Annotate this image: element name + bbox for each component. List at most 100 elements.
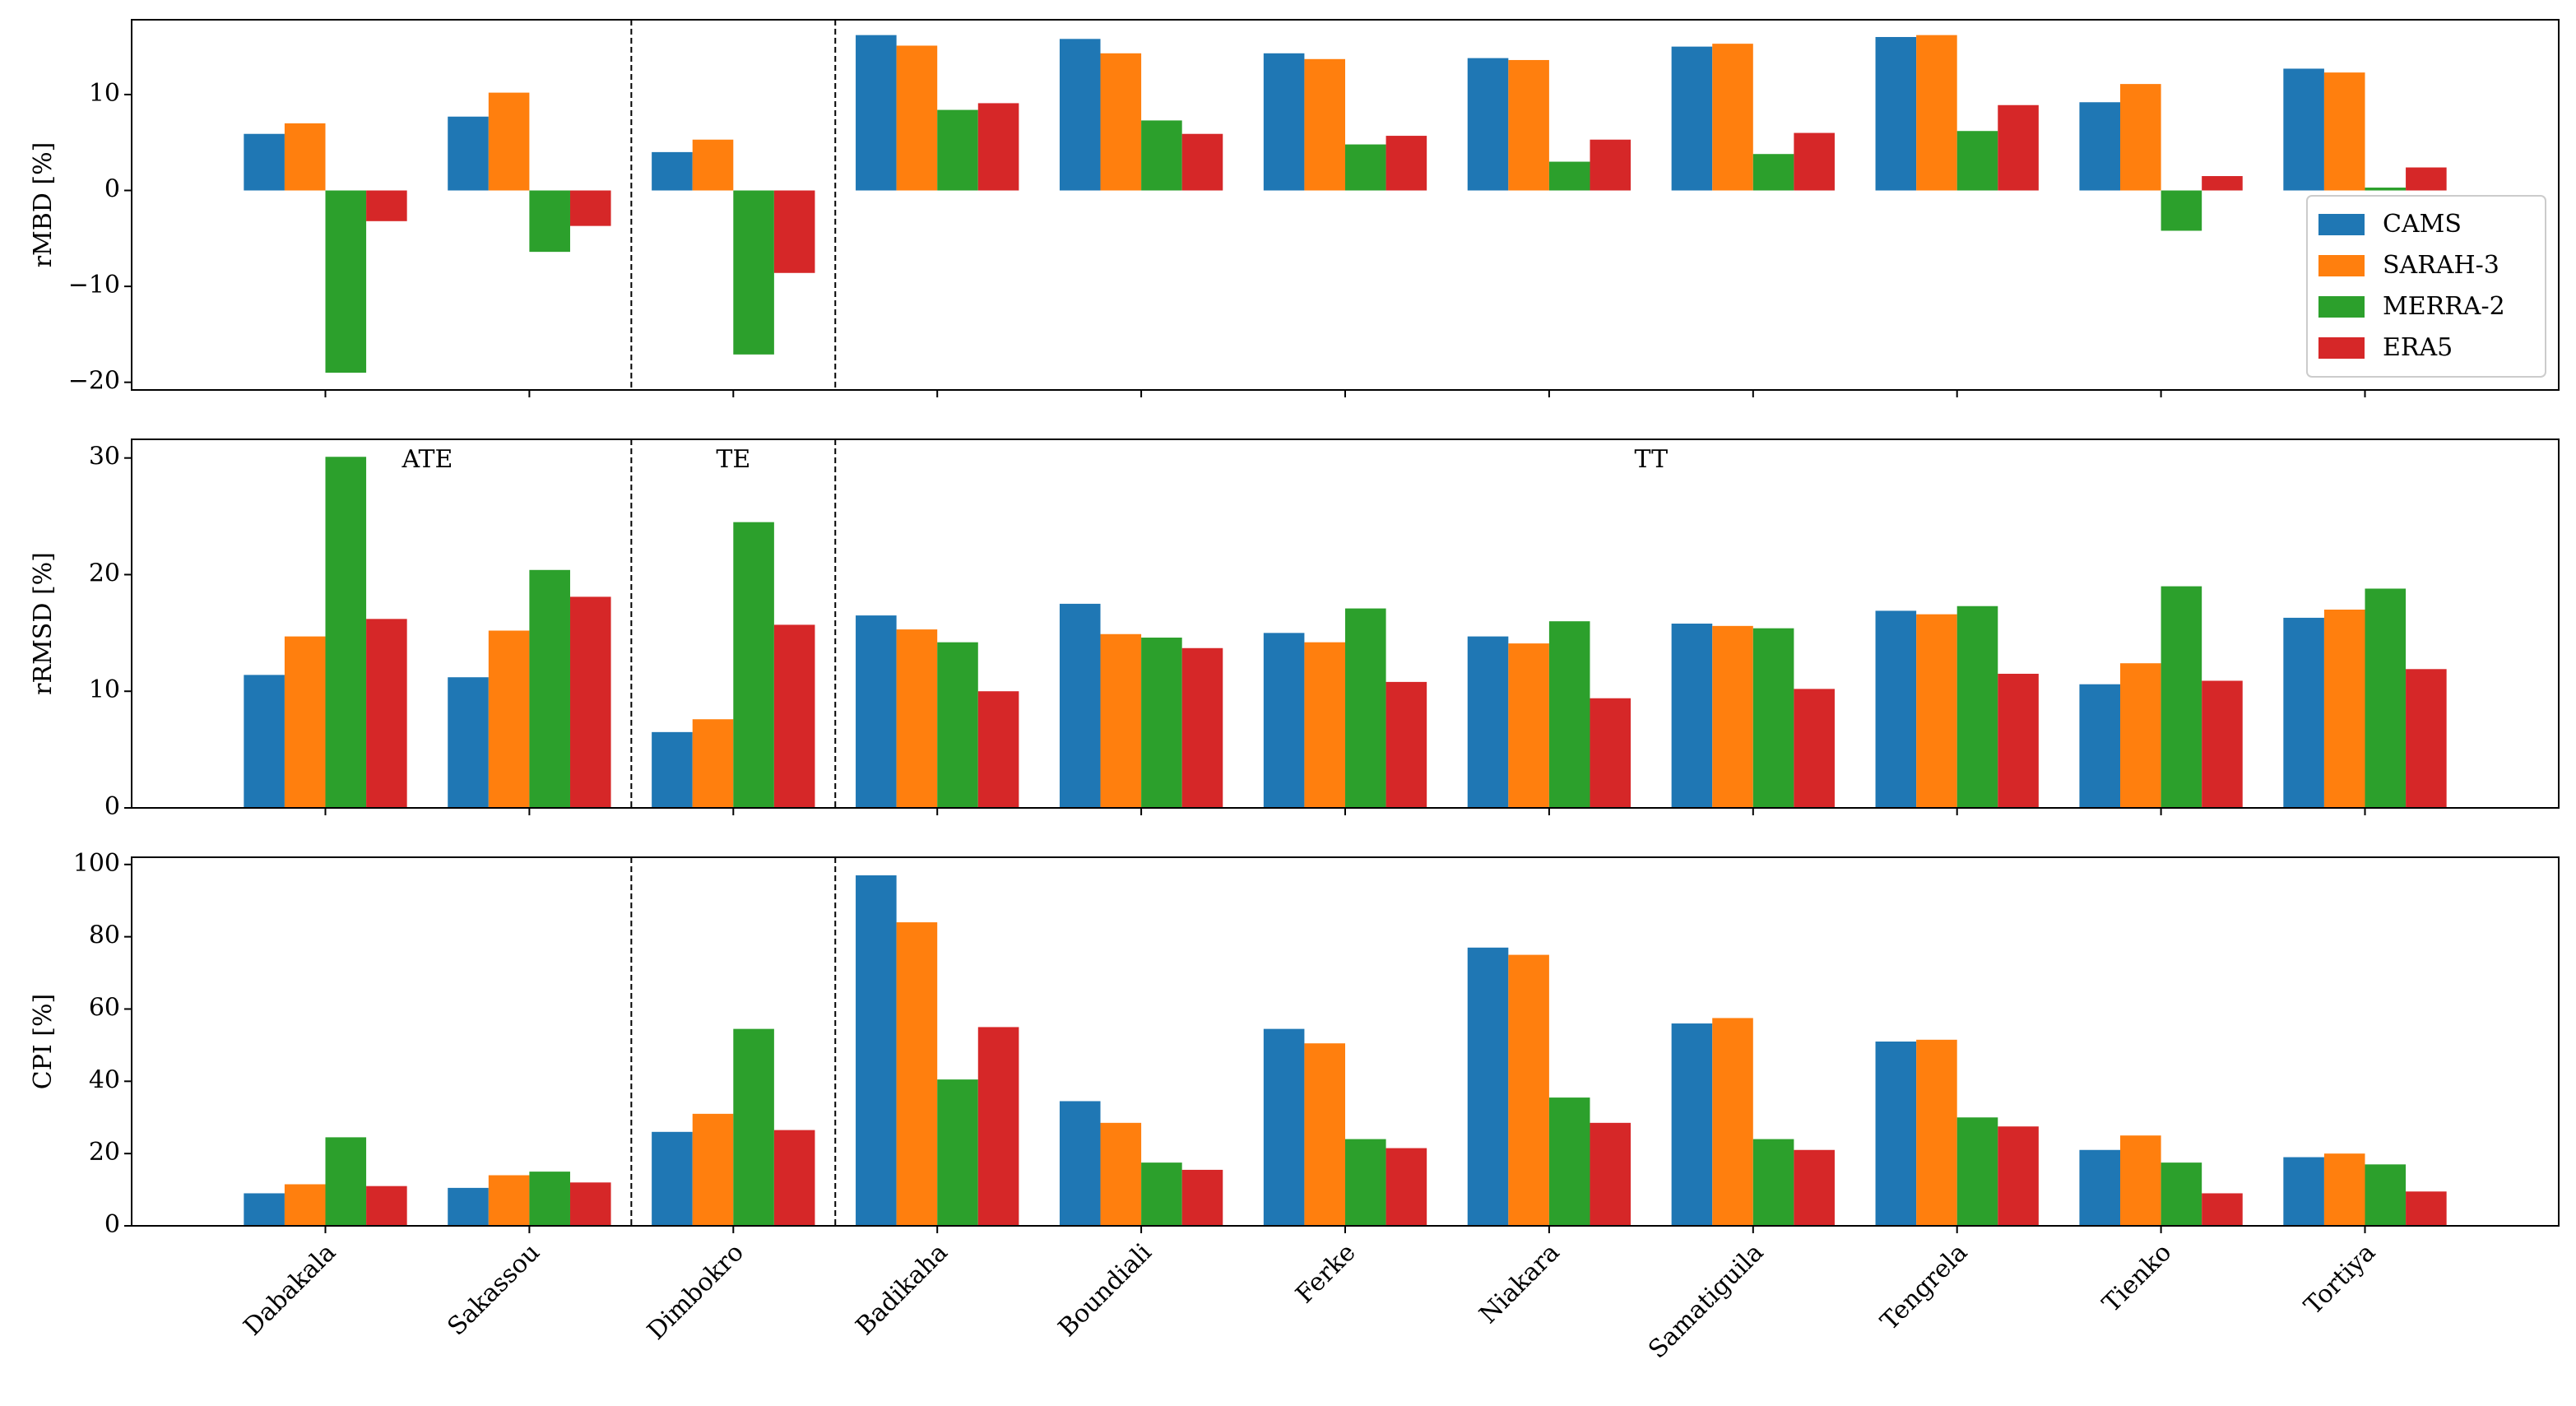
bar bbox=[937, 642, 978, 808]
bar bbox=[977, 691, 1019, 808]
bar bbox=[2283, 1157, 2324, 1226]
bar bbox=[366, 1186, 407, 1226]
bar bbox=[773, 190, 815, 273]
x-tick-label: Ferke bbox=[1290, 1238, 1361, 1309]
x-tick-label: Dabakala bbox=[239, 1238, 342, 1342]
bar bbox=[692, 1113, 734, 1226]
legend-swatch bbox=[2318, 255, 2365, 276]
x-tick-label: Boundiali bbox=[1053, 1238, 1158, 1343]
bar bbox=[1141, 1162, 1182, 1226]
bar bbox=[325, 190, 367, 374]
y-tick-label: 100 bbox=[73, 849, 120, 878]
bar bbox=[1263, 633, 1305, 808]
bar bbox=[2161, 1162, 2202, 1226]
y-axis-label: CPI [%] bbox=[29, 994, 58, 1089]
bar bbox=[366, 190, 407, 221]
bar bbox=[692, 719, 734, 808]
bar bbox=[1712, 1018, 1753, 1226]
bar bbox=[448, 1187, 489, 1226]
bar bbox=[1467, 947, 1509, 1226]
bar bbox=[2079, 1149, 2121, 1226]
bar bbox=[937, 1079, 978, 1226]
bar bbox=[1385, 681, 1427, 808]
bar bbox=[856, 35, 897, 191]
bar bbox=[1956, 606, 1998, 808]
bar bbox=[1508, 59, 1549, 191]
bar bbox=[1385, 136, 1427, 191]
legend-label: SARAH-3 bbox=[2383, 251, 2499, 280]
bar bbox=[1345, 1139, 1386, 1226]
legend-label: CAMS bbox=[2383, 210, 2462, 239]
bar bbox=[1956, 1117, 1998, 1226]
group-label: ATE bbox=[401, 445, 453, 474]
bar bbox=[1875, 36, 1917, 191]
bar bbox=[733, 522, 774, 808]
bar bbox=[1059, 39, 1101, 191]
bar bbox=[284, 636, 326, 808]
bar bbox=[1304, 58, 1345, 191]
bar bbox=[1100, 633, 1142, 808]
bar bbox=[856, 875, 897, 1226]
bar bbox=[1671, 624, 1713, 808]
bar bbox=[977, 103, 1019, 191]
bar bbox=[1467, 636, 1509, 808]
bar bbox=[488, 92, 530, 191]
bar bbox=[366, 619, 407, 808]
axes-frame bbox=[131, 439, 2560, 809]
legend-label: ERA5 bbox=[2383, 333, 2453, 362]
group-label: TT bbox=[1635, 445, 1669, 474]
bar bbox=[1916, 35, 1957, 191]
y-tick-label: −20 bbox=[68, 367, 120, 396]
bar bbox=[2406, 669, 2447, 808]
bar bbox=[896, 629, 938, 808]
bar bbox=[1875, 1042, 1917, 1226]
bar bbox=[1385, 1148, 1427, 1226]
bar bbox=[1304, 642, 1345, 808]
bar bbox=[1794, 1149, 1835, 1226]
bar bbox=[652, 731, 693, 808]
bar bbox=[1916, 1039, 1957, 1226]
bar bbox=[2161, 190, 2202, 231]
bar bbox=[1752, 1139, 1794, 1226]
bar bbox=[1671, 1023, 1713, 1226]
bar bbox=[448, 677, 489, 808]
x-tick-label: Tortiya bbox=[2299, 1238, 2381, 1320]
bar bbox=[652, 151, 693, 191]
bar bbox=[1548, 161, 1590, 191]
bar bbox=[1998, 673, 2039, 808]
bar bbox=[244, 675, 285, 808]
bar bbox=[244, 133, 285, 191]
bar bbox=[1671, 46, 1713, 191]
bar bbox=[284, 1184, 326, 1226]
bar bbox=[733, 1028, 774, 1226]
bar bbox=[2283, 68, 2324, 191]
legend-swatch bbox=[2318, 214, 2365, 235]
bar bbox=[2283, 617, 2324, 808]
bar bbox=[1712, 625, 1753, 808]
bar bbox=[2406, 167, 2447, 191]
bar bbox=[2202, 176, 2243, 191]
bar bbox=[856, 615, 897, 808]
bar bbox=[488, 1175, 530, 1226]
bar bbox=[2323, 72, 2365, 191]
bar bbox=[1548, 621, 1590, 808]
axes-frame bbox=[131, 856, 2560, 1227]
bar bbox=[284, 123, 326, 191]
x-tick-label: Badikaha bbox=[851, 1238, 954, 1341]
bar bbox=[1141, 638, 1182, 808]
bar bbox=[1345, 144, 1386, 191]
legend-box bbox=[2306, 195, 2546, 378]
bar bbox=[2202, 1193, 2243, 1226]
y-tick-label: 10 bbox=[89, 675, 120, 704]
bar bbox=[2323, 1153, 2365, 1226]
bar bbox=[529, 569, 570, 808]
bar bbox=[2120, 1135, 2161, 1226]
bar bbox=[1508, 643, 1549, 808]
bar bbox=[977, 1027, 1019, 1226]
bar bbox=[1467, 58, 1509, 191]
legend-swatch bbox=[2318, 337, 2365, 359]
bar bbox=[1875, 610, 1917, 808]
bar bbox=[1590, 139, 1631, 191]
bar bbox=[2365, 1164, 2407, 1226]
legend-swatch bbox=[2318, 296, 2365, 318]
